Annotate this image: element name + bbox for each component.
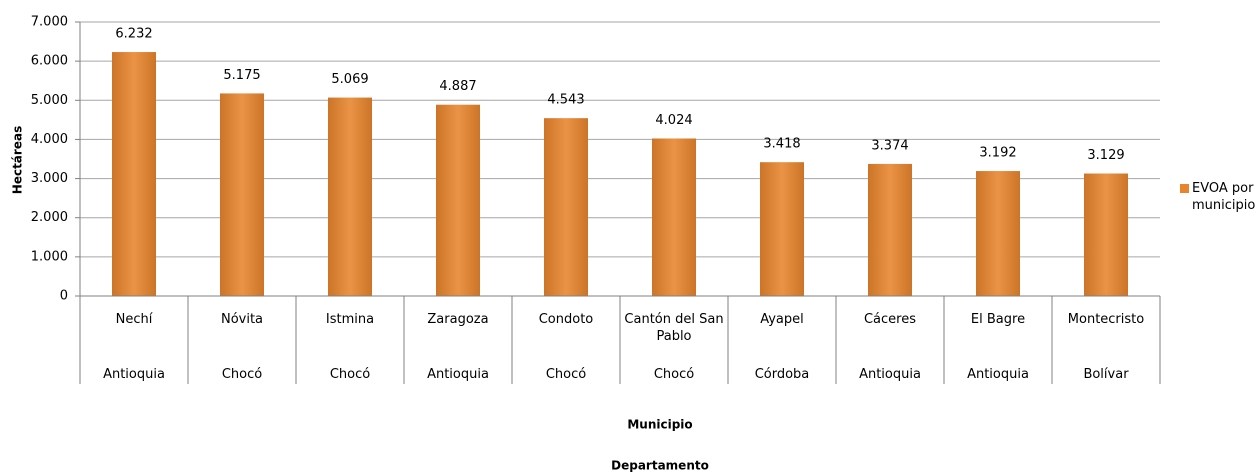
- x-group-label: Antioquia: [427, 367, 489, 382]
- data-label: 4.543: [547, 93, 584, 108]
- x-group-label: Antioquia: [859, 367, 921, 382]
- x-tick-label: Cantón del San Pablo: [624, 312, 724, 344]
- x-group-label: Chocó: [221, 367, 263, 382]
- y-tick-label: 1.000: [31, 249, 68, 264]
- data-label: 5.175: [223, 68, 260, 83]
- x-group-label: Chocó: [329, 367, 371, 382]
- x-group-label: Córdoba: [754, 367, 810, 382]
- y-tick-label: 4.000: [31, 132, 68, 147]
- bar-shade: [112, 52, 156, 297]
- bar-shade: [436, 104, 480, 296]
- legend-label: EVOA por municipio: [1192, 181, 1256, 213]
- x-tick-label: El Bagre: [970, 312, 1026, 327]
- data-label: 3.374: [871, 138, 908, 153]
- x-tick-label: Condoto: [538, 312, 594, 327]
- x-tick-label: Nóvita: [220, 312, 264, 327]
- x-tick-label: Montecristo: [1067, 312, 1145, 327]
- y-tick-label: 3.000: [31, 171, 68, 186]
- x-tick-label: Nechí: [115, 312, 153, 327]
- x-group-label: Antioquia: [967, 367, 1029, 382]
- y-tick-label: 2.000: [31, 210, 68, 225]
- x-tick-label: Istmina: [325, 312, 375, 327]
- data-label: 4.024: [655, 113, 692, 128]
- bar-shade: [868, 163, 912, 296]
- x-group-label: Chocó: [545, 367, 587, 382]
- bar-shade: [652, 138, 696, 296]
- bar-shade: [328, 97, 372, 296]
- x-group-label: Chocó: [653, 367, 695, 382]
- x-axis-title: Municipio: [627, 418, 692, 432]
- data-label: 3.129: [1087, 148, 1124, 163]
- legend-swatch: [1180, 184, 1189, 193]
- bar-shade: [1084, 173, 1128, 296]
- x-tick-label: Ayapel: [760, 312, 804, 327]
- y-tick-label: 0: [60, 289, 68, 304]
- x-group-label: Bolívar: [1083, 367, 1129, 382]
- bar-shade: [976, 171, 1020, 296]
- bar-shade: [220, 93, 264, 296]
- y-tick-label: 6.000: [31, 54, 68, 69]
- data-label: 4.887: [439, 79, 476, 94]
- data-label: 3.192: [979, 146, 1016, 161]
- bar-shade: [544, 118, 588, 296]
- y-tick-label: 7.000: [31, 15, 68, 30]
- bar-shade: [760, 162, 804, 296]
- x-tick-label: Zaragoza: [427, 312, 489, 327]
- x-tick-label: Cáceres: [863, 312, 917, 327]
- x-group-label: Antioquia: [103, 367, 165, 382]
- x-axis-title-2: Departamento: [611, 459, 709, 473]
- data-label: 3.418: [763, 137, 800, 152]
- data-label: 6.232: [115, 27, 152, 42]
- y-tick-label: 5.000: [31, 93, 68, 108]
- data-label: 5.069: [331, 72, 368, 87]
- y-axis-title: Hectáreas: [11, 126, 25, 194]
